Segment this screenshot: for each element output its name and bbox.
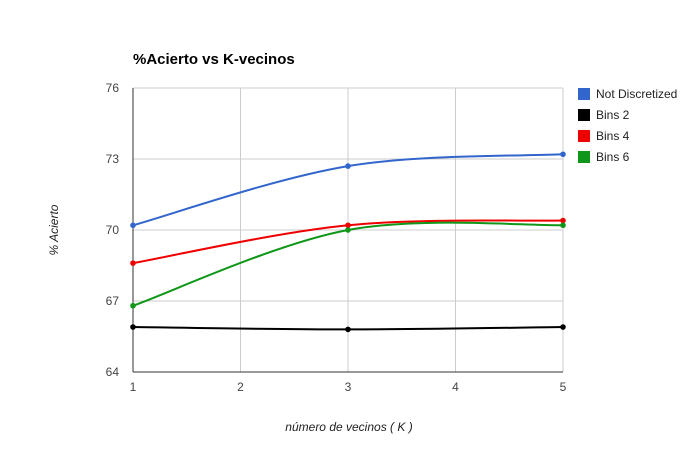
data-point-bins-6[interactable] — [560, 222, 566, 229]
x-tick-label: 4 — [452, 380, 459, 394]
data-point-not-discretized[interactable] — [130, 222, 136, 229]
legend-swatch-bins-2 — [578, 109, 590, 121]
data-point-not-discretized[interactable] — [345, 163, 351, 169]
x-tick-label: 1 — [130, 380, 137, 394]
y-axis-label: % Acierto — [47, 204, 61, 255]
tick-labels: 64 67 70 73 76 1 2 3 4 5 — [106, 81, 567, 394]
y-tick-label: 76 — [106, 81, 120, 95]
legend: Not Discretized Bins 2 Bins 4 Bins 6 — [578, 87, 677, 164]
data-point-bins-4[interactable] — [130, 260, 136, 266]
data-point-bins-2[interactable] — [130, 324, 136, 330]
data-point-bins-2[interactable] — [560, 324, 566, 330]
series-group — [130, 151, 566, 333]
y-tick-label: 64 — [106, 365, 120, 379]
legend-label-bins-4: Bins 4 — [596, 129, 630, 143]
x-axis-label: número de vecinos ( K ) — [285, 420, 412, 434]
legend-label-bins-2: Bins 2 — [596, 108, 630, 122]
x-tick-label: 3 — [345, 380, 352, 394]
chart-title: %Acierto vs K-vecinos — [133, 51, 295, 68]
data-point-bins-4[interactable] — [560, 217, 566, 224]
y-tick-label: 70 — [106, 223, 120, 237]
data-point-bins-6[interactable] — [345, 227, 351, 233]
y-tick-label: 73 — [106, 152, 120, 166]
data-point-not-discretized[interactable] — [560, 151, 566, 158]
legend-swatch-bins-4 — [578, 130, 590, 142]
legend-swatch-bins-6 — [578, 151, 590, 163]
data-point-bins-4[interactable] — [345, 222, 351, 229]
x-tick-label: 5 — [560, 380, 567, 394]
legend-swatch-not-discretized — [578, 88, 590, 100]
y-tick-label: 67 — [106, 294, 120, 308]
x-tick-label: 2 — [237, 380, 244, 394]
legend-label-not-discretized: Not Discretized — [596, 87, 677, 101]
data-point-bins-2[interactable] — [345, 326, 351, 333]
legend-label-bins-6: Bins 6 — [596, 150, 630, 164]
data-point-bins-6[interactable] — [130, 302, 136, 309]
